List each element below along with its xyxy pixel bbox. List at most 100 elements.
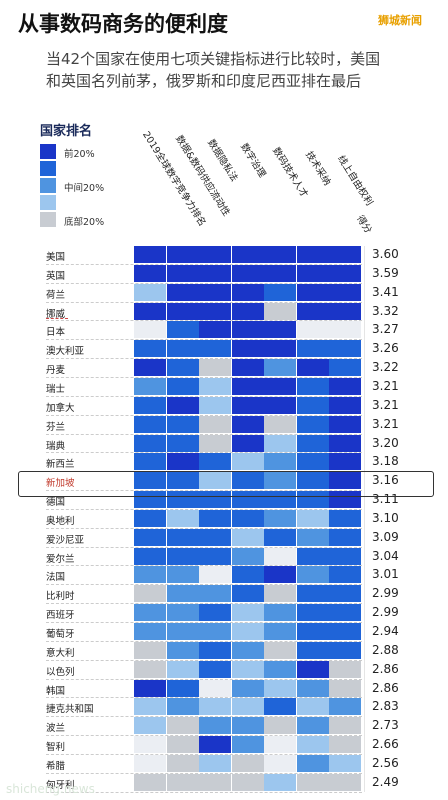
row-divider — [46, 546, 362, 548]
heatmap-cell — [134, 623, 166, 640]
heatmap-cell — [166, 246, 199, 263]
row-divider — [46, 358, 362, 360]
heatmap-cell — [296, 717, 329, 735]
heatmap-cell — [231, 264, 264, 282]
row-label: 以色列 — [46, 666, 75, 678]
row-divider — [46, 622, 362, 623]
row-label: 新加坡 — [46, 478, 75, 490]
heatmap-cell — [296, 340, 329, 358]
score-value: 2.88 — [372, 642, 399, 657]
heatmap-cell — [296, 604, 329, 622]
row-label: 意大利 — [46, 647, 75, 659]
heatmap-cell — [134, 283, 166, 301]
heatmap-cell — [264, 528, 296, 546]
heatmap-cell — [264, 321, 296, 339]
heatmap-cell — [329, 660, 361, 678]
heatmap-cell — [264, 623, 296, 640]
heatmap-cell — [231, 246, 264, 263]
row-divider — [46, 433, 362, 435]
heatmap-cell — [296, 283, 329, 301]
heatmap-cell — [329, 547, 361, 565]
heatmap-cell — [329, 679, 361, 697]
heatmap-cell — [296, 396, 329, 414]
heatmap-cell — [166, 566, 199, 584]
heatmap-cell — [296, 321, 329, 339]
heatmap-cell — [134, 434, 166, 452]
heatmap-cell — [166, 679, 199, 697]
heatmap-cell — [296, 736, 329, 754]
heatmap-cell — [264, 585, 296, 603]
heatmap-cell — [199, 623, 231, 640]
heatmap-cell — [296, 491, 329, 509]
row-divider — [46, 263, 362, 265]
heatmap-cell — [329, 641, 361, 659]
score-value: 3.26 — [372, 341, 399, 356]
heatmap-cell — [199, 528, 231, 546]
heatmap-cell — [329, 359, 361, 377]
heatmap-cell — [134, 566, 166, 584]
row-divider — [46, 735, 362, 737]
row-label: 爱尔兰 — [46, 553, 75, 565]
heatmap-cell — [296, 359, 329, 377]
heatmap-cell — [166, 604, 199, 622]
row-divider — [46, 584, 362, 586]
heatmap-cell — [329, 623, 361, 640]
heatmap-cell — [134, 340, 166, 358]
heatmap-cell — [199, 547, 231, 565]
legend-swatch — [40, 178, 56, 193]
heatmap-cell — [231, 509, 264, 527]
heatmap-cell — [134, 472, 166, 490]
score-value: 3.41 — [372, 284, 399, 299]
column-header: 数字治理 — [237, 141, 268, 180]
heatmap-cell — [199, 264, 231, 282]
heatmap-cell — [199, 415, 231, 433]
row-divider — [46, 414, 362, 416]
row-divider — [46, 697, 362, 699]
row-divider — [46, 716, 362, 718]
heatmap-cell — [296, 566, 329, 584]
heatmap-cell — [296, 585, 329, 603]
heatmap-cell — [166, 434, 199, 452]
legend-swatch — [40, 144, 56, 159]
legend-label: 前20% — [64, 149, 95, 160]
heatmap-cell — [296, 660, 329, 678]
heatmap-cell — [329, 246, 361, 263]
heatmap-cell — [329, 283, 361, 301]
row-divider — [46, 320, 362, 322]
heatmap-cell — [264, 754, 296, 772]
row-label: 日本 — [46, 327, 66, 339]
score-value: 2.66 — [372, 737, 399, 752]
heatmap-cell — [134, 585, 166, 603]
row-label: 芬兰 — [46, 421, 66, 433]
heatmap-cell — [134, 359, 166, 377]
heatmap-cell — [231, 359, 264, 377]
heatmap-cell — [134, 679, 166, 697]
heatmap-cell — [134, 736, 166, 754]
row-divider — [46, 640, 362, 642]
row-label: 西班牙 — [46, 610, 75, 622]
column-header: 线上自由权利 — [335, 153, 375, 208]
heatmap-cell — [264, 717, 296, 735]
heatmap-cell — [296, 623, 329, 640]
score-value: 2.56 — [372, 755, 399, 770]
heatmap-cell — [231, 736, 264, 754]
heatmap-cell — [166, 415, 199, 433]
heatmap-cell — [329, 415, 361, 433]
heatmap-cell — [296, 472, 329, 490]
heatmap-cell — [166, 509, 199, 527]
heatmap-cell — [231, 623, 264, 640]
score-value: 3.60 — [372, 247, 399, 261]
heatmap-cell — [134, 547, 166, 565]
heatmap-cell — [231, 698, 264, 716]
row-label: 奥地利 — [46, 515, 75, 527]
heatmap-cell — [166, 377, 199, 395]
row-label: 德国 — [46, 497, 66, 509]
heatmap-cell — [134, 717, 166, 735]
score-value: 3.20 — [372, 435, 399, 450]
row-label: 英国 — [46, 270, 66, 282]
heatmap-cell — [264, 396, 296, 414]
score-value: 2.94 — [372, 624, 399, 638]
row-label: 智利 — [46, 742, 66, 754]
score-value: 3.10 — [372, 510, 399, 525]
legend-swatch — [40, 195, 56, 210]
